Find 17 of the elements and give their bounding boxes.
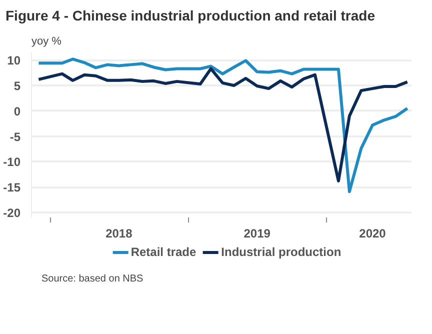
x-tick-label: 2019: [244, 226, 271, 240]
chart-subtitle: yoy %: [32, 36, 62, 48]
y-tick-label: 10: [7, 54, 21, 68]
legend-label: Industrial production: [221, 245, 342, 259]
source-note: Source: based on NBS: [42, 274, 144, 284]
line-series: [37, 67, 409, 182]
y-tick-label: 0: [14, 104, 21, 118]
y-tick-label: -20: [3, 206, 21, 220]
y-tick-label: -5: [10, 130, 21, 144]
x-tick-label: 2020: [359, 226, 386, 240]
line-series: [37, 58, 409, 194]
legend-label: Retail trade: [130, 245, 196, 259]
y-tick-label: -10: [3, 155, 21, 170]
x-tick-label: 2018: [106, 226, 133, 240]
y-tick-label: -15: [3, 180, 21, 195]
chart-title: Figure 4 - Chinese industrial production and retail trade: [6, 8, 376, 24]
y-tick-label: 5: [14, 79, 21, 93]
